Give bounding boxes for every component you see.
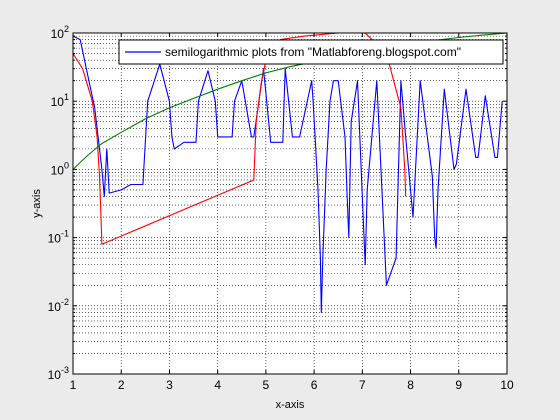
legend-box — [118, 39, 504, 65]
y-tick-label: 101 — [51, 92, 69, 109]
y-tick-exponent: -1 — [61, 229, 69, 239]
y-tick-base: 10 — [51, 95, 65, 109]
x-tick-label: 4 — [214, 378, 221, 392]
x-tick-label: 5 — [263, 378, 270, 392]
x-tick-labels: 1 2 3 4 5 6 7 8 9 10 — [70, 378, 514, 392]
x-tick-label: 1 — [70, 378, 77, 392]
y-tick-base: 10 — [48, 300, 62, 314]
y-tick-exponent: 0 — [64, 160, 69, 170]
x-tick-label: 9 — [455, 378, 462, 392]
x-tick-label: 8 — [407, 378, 414, 392]
y-tick-label: 100 — [51, 160, 69, 177]
y-axis-label: y-axis — [31, 189, 43, 218]
y-tick-label: 10-1 — [48, 229, 69, 246]
x-axis-label: x-axis — [276, 399, 305, 411]
y-tick-base: 10 — [48, 232, 62, 246]
x-tick-label: 7 — [359, 378, 366, 392]
grid — [73, 33, 507, 374]
x-tick-label: 3 — [166, 378, 173, 392]
y-tick-exponent: 1 — [64, 92, 69, 102]
y-tick-label: 10-2 — [48, 297, 69, 314]
x-tick-label: 6 — [311, 378, 318, 392]
axis-ticks — [72, 33, 508, 375]
x-tick-label: 2 — [118, 378, 125, 392]
y-tick-base: 10 — [48, 368, 62, 382]
y-tick-exponent: 2 — [64, 24, 69, 34]
legend-label: semilogarithmic plots from "Matlabforeng… — [165, 45, 461, 59]
y-tick-base: 10 — [51, 163, 65, 177]
plot-frame — [72, 32, 508, 375]
plot-area — [73, 33, 507, 374]
y-tick-label: 102 — [51, 24, 69, 41]
y-tick-label: 10-3 — [48, 365, 69, 382]
y-tick-base: 10 — [51, 27, 65, 41]
y-tick-exponent: -2 — [61, 297, 69, 307]
x-tick-label: 10 — [500, 378, 514, 392]
legend: semilogarithmic plots from "Matlabforeng… — [118, 39, 504, 65]
y-tick-exponent: -3 — [61, 365, 69, 375]
